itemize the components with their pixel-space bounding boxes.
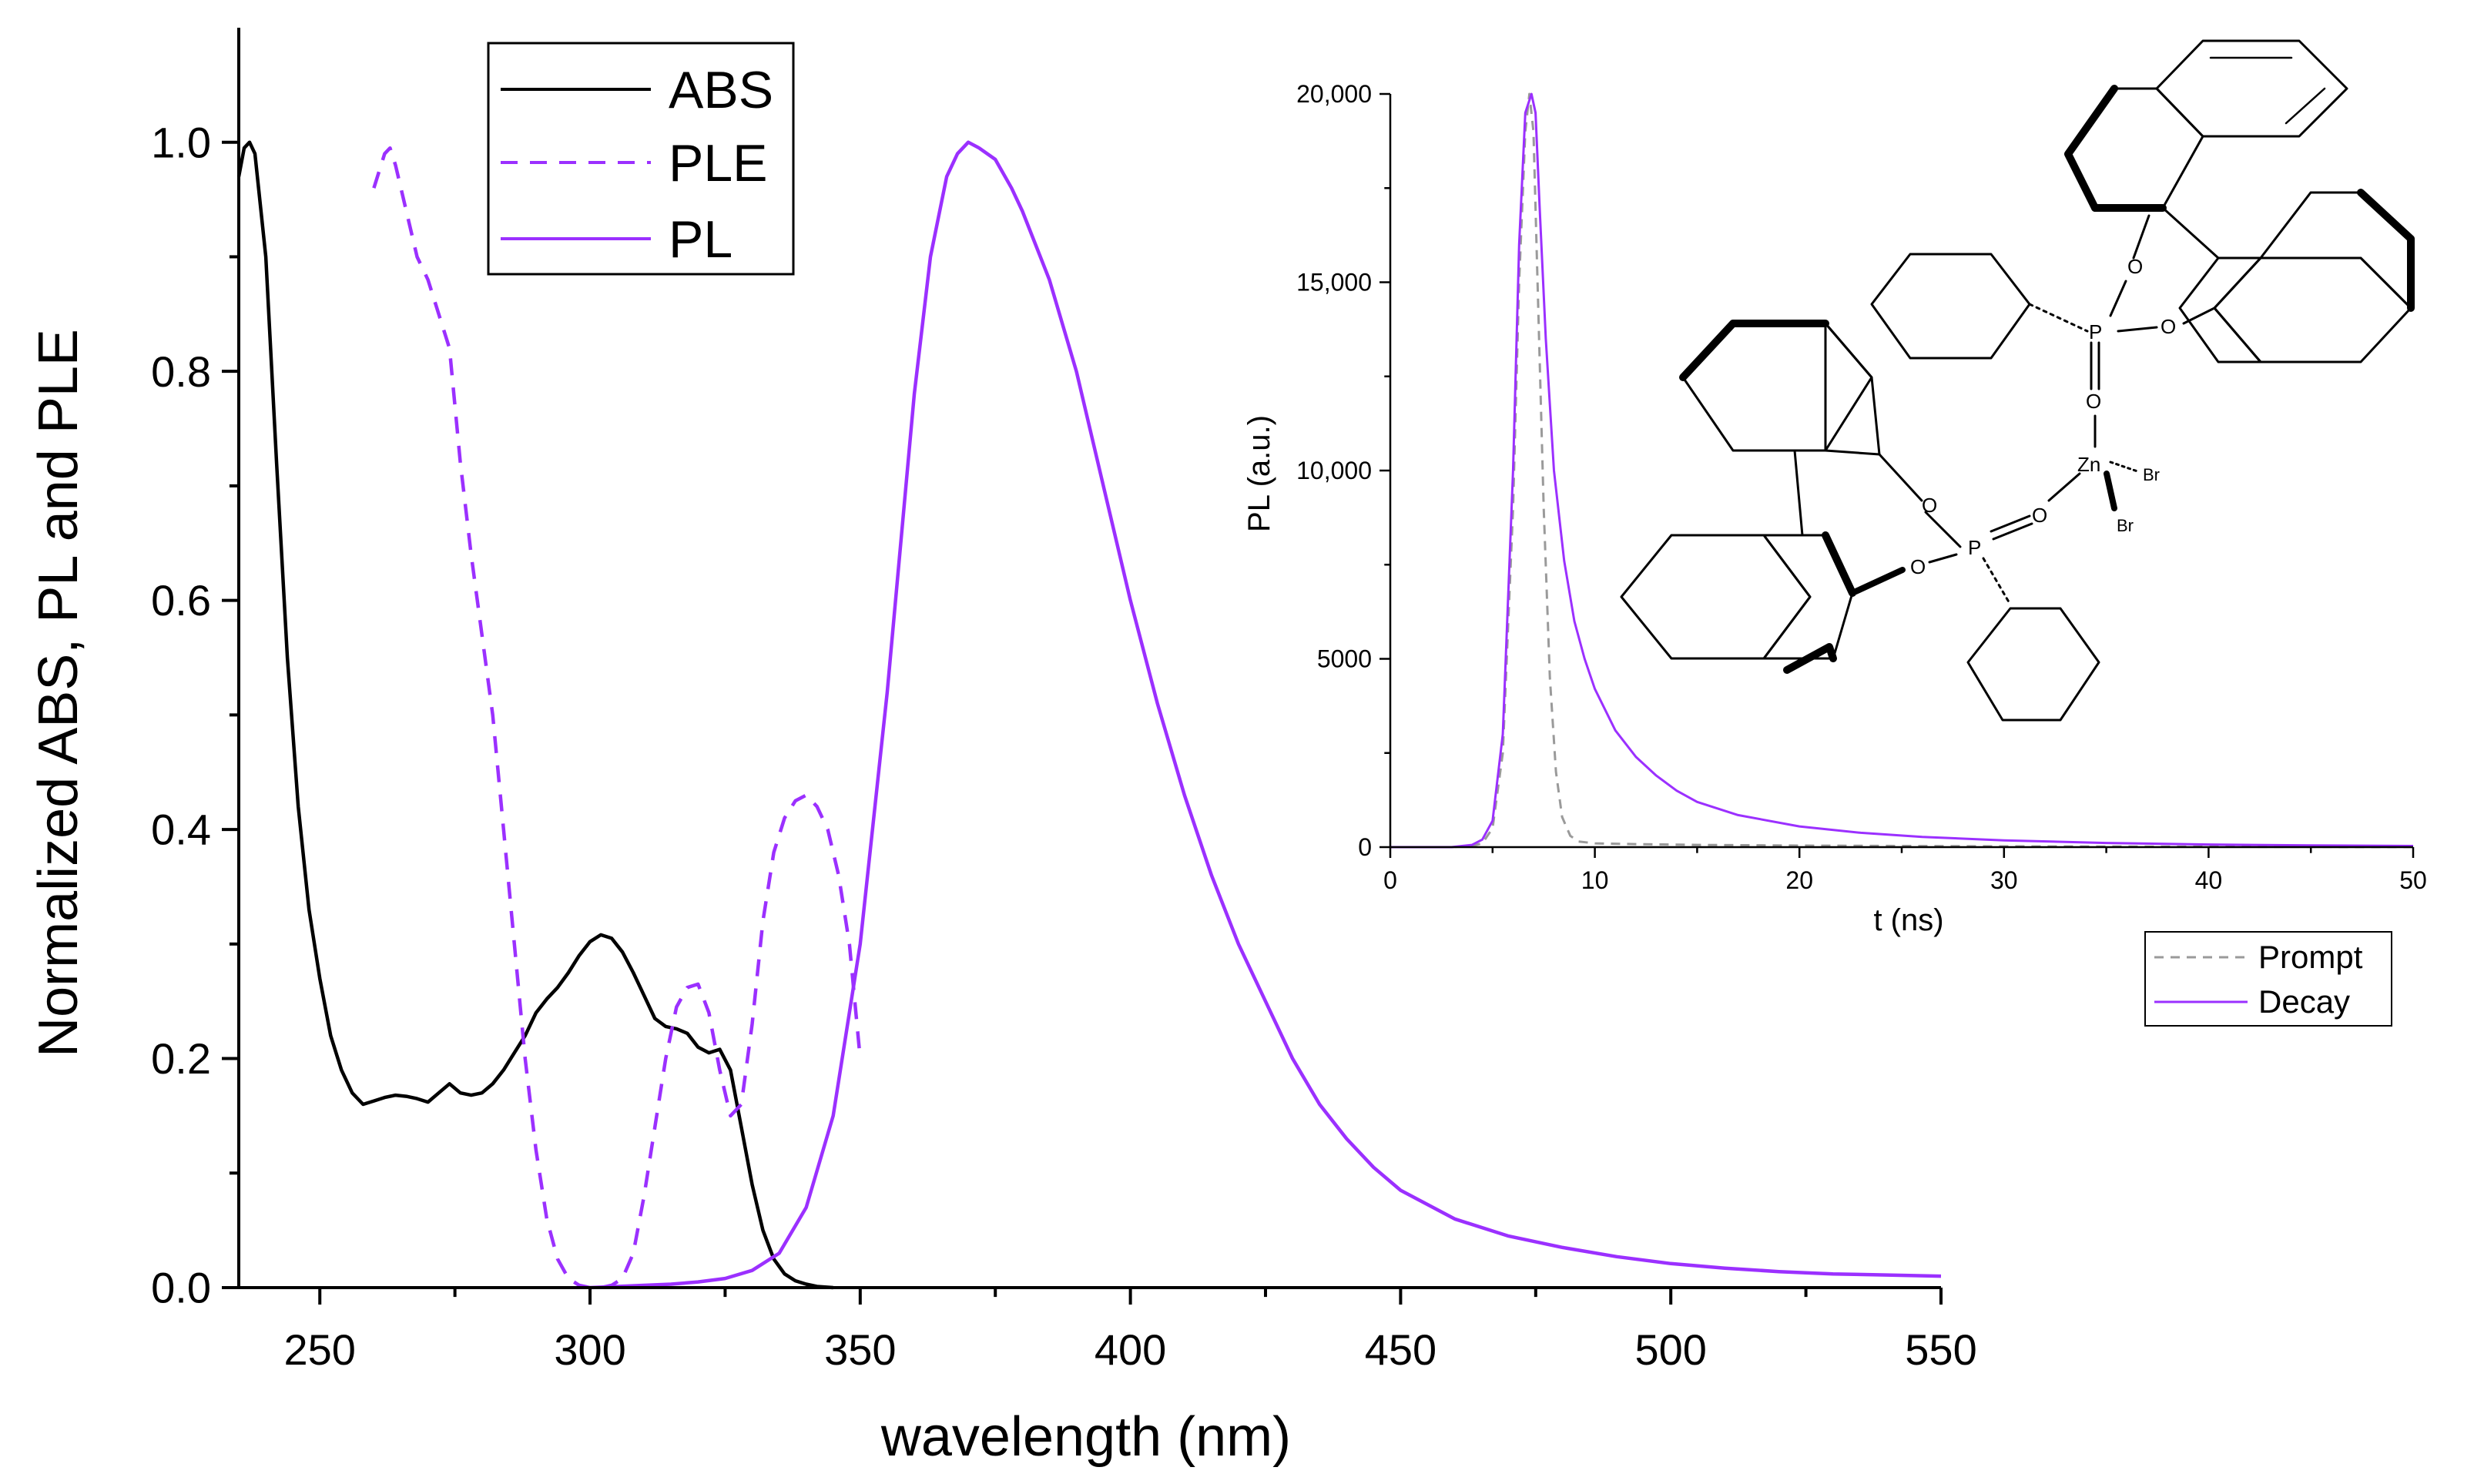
lower-naph-ring-e-bold — [1783, 643, 1837, 674]
lower-p-o-double — [1990, 514, 2031, 533]
main-x-tick-label: 400 — [1095, 1325, 1166, 1374]
inset-series-prompt-line — [1390, 92, 2414, 849]
main-y-tick-label: 0.2 — [151, 1034, 211, 1083]
lower-naph-o-bond — [1878, 453, 1923, 502]
lower-naph-o-bond-2 — [1849, 567, 1906, 596]
lower-p-phenyl-bond — [1982, 557, 2012, 606]
main-series-group — [236, 140, 1942, 1290]
atom-label-br-1: Br — [2143, 465, 2160, 484]
legend-label-ple: PLE — [669, 134, 768, 193]
lower-p-o-double-2 — [1992, 522, 2033, 541]
inset-x-tick-label: 10 — [1581, 866, 1609, 894]
zn-br-bond-2 — [2104, 471, 2117, 511]
main-x-tick-label: 450 — [1365, 1325, 1436, 1374]
atom-label-o-2: O — [2161, 315, 2176, 338]
inset-legend: Prompt Decay — [2144, 931, 2392, 1027]
legend-label-decay: Decay — [2258, 983, 2350, 1020]
legend-item-abs: ABS — [501, 61, 773, 119]
lower-p-o-bond-2 — [1928, 553, 1958, 564]
lower-phosphonate — [1924, 511, 2100, 722]
atom-label-o-3: O — [2086, 390, 2101, 413]
inset-ticks-group: 0 10 20 30 40 50 0 5000 10,000 15,000 20,000 — [1296, 80, 2427, 894]
inset-y-tick-label: 20,000 — [1296, 80, 1372, 108]
zn-br-bond-1 — [2109, 461, 2139, 473]
main-x-axis-label: wavelength (nm) — [880, 1406, 1291, 1468]
main-y-tick-label: 0.8 — [151, 347, 211, 396]
inset-x-tick-label: 40 — [2195, 866, 2223, 894]
atom-labels: O O P O Zn Br Br O P O O — [1910, 255, 2176, 578]
main-x-tick-label: 250 — [284, 1325, 356, 1374]
inset-y-tick-label: 10,000 — [1296, 457, 1372, 484]
inset-chart: 0 10 20 30 40 50 0 5000 10,000 15,000 20,000 t (ns… — [1242, 80, 2427, 1027]
main-y-tick-label: 0.4 — [151, 806, 211, 854]
upper-naph-ring-a-inner-2 — [2285, 87, 2326, 125]
atom-label-o-1: O — [2127, 255, 2143, 278]
lower-phenyl-ring — [1966, 607, 2100, 722]
main-x-tick-label: 550 — [1905, 1325, 1976, 1374]
inset-y-tick-label: 5000 — [1317, 645, 1372, 673]
atom-label-p-upper: P — [2089, 320, 2102, 343]
upper-naph-ring-d — [2259, 191, 2412, 310]
main-series-abs-line — [236, 140, 833, 1290]
main-y-tick-label: 0.6 — [151, 576, 211, 625]
upper-p-phenyl-bond — [2028, 303, 2089, 333]
main-y-tick-label: 1.0 — [151, 118, 211, 166]
lower-binaphthyl — [1620, 320, 1923, 674]
upper-naph-ring-b-bold — [2064, 85, 2118, 212]
main-y-axis-label: Normalized ABS, PL and PLE — [28, 329, 89, 1057]
legend-item-pl: PL — [501, 210, 732, 269]
legend-label-abs: ABS — [669, 61, 773, 119]
upper-phosphonate — [1870, 214, 2216, 448]
lower-naph-ring-d-bold — [1822, 531, 1856, 597]
inset-series-decay-line — [1390, 92, 2414, 849]
main-x-tick-label: 300 — [554, 1325, 625, 1374]
atom-label-p-lower: P — [1968, 536, 1981, 559]
upper-p-o-bond-1 — [2109, 280, 2127, 317]
upper-o-naph-bond-1 — [2132, 214, 2151, 260]
lower-biaryl-bond — [1793, 449, 1804, 537]
atom-label-o-5: O — [1922, 494, 1937, 517]
inset-x-tick-label: 30 — [1990, 866, 2018, 894]
inset-x-tick-label: 0 — [1383, 866, 1397, 894]
upper-phenyl-ring — [1870, 253, 2031, 360]
lower-p-o-bond-1 — [1924, 511, 1962, 548]
inset-legend-box — [2144, 931, 2392, 1027]
main-legend: ABS PLE PL — [487, 42, 795, 276]
legend-item-decay: Decay — [2154, 983, 2350, 1020]
inset-series-group — [1390, 92, 2414, 849]
atom-label-o-6: O — [1910, 555, 1926, 578]
legend-label-prompt: Prompt — [2258, 939, 2363, 975]
zinc-center — [2047, 461, 2139, 511]
main-x-tick-label: 500 — [1634, 1325, 1706, 1374]
inset-background — [1386, 85, 2419, 847]
upper-p-o-bond-2 — [2117, 326, 2158, 333]
legend-label-pl: PL — [669, 210, 732, 269]
upper-biaryl-bond — [2161, 206, 2220, 260]
main-legend-box — [487, 42, 795, 276]
lower-naph-ring-a-bold — [1679, 320, 1829, 381]
inset-x-tick-label: 50 — [2399, 866, 2427, 894]
zn-o-bond-lower — [2047, 472, 2081, 502]
atom-label-zn: Zn — [2077, 453, 2100, 476]
atom-label-o-4: O — [2032, 504, 2047, 527]
inset-x-axis-label: t (ns) — [1873, 903, 1943, 937]
legend-item-prompt: Prompt — [2154, 939, 2363, 975]
atom-label-br-2: Br — [2117, 516, 2134, 535]
inset-x-tick-label: 20 — [1785, 866, 1813, 894]
inset-y-tick-label: 0 — [1358, 833, 1372, 861]
upper-binaphthyl — [2064, 39, 2415, 363]
main-y-tick-label: 0.0 — [151, 1264, 211, 1312]
inset-y-axis-label: PL (a.u.) — [1242, 415, 1276, 532]
main-series-pl-line — [589, 140, 1942, 1290]
main-chart: 250 300 350 400 450 500 5500.00.20.40.60.81.0 … — [28, 28, 1977, 1468]
inset-y-tick-label: 15,000 — [1296, 269, 1372, 296]
main-x-tick-label: 350 — [824, 1325, 896, 1374]
upper-o-naph-bond-2 — [2182, 307, 2216, 325]
main-ticks-group: 250 300 350 400 450 500 550 0.0 0.2 0.4 0.6 0.8 1.0 — [151, 118, 1977, 1374]
molecular-structure-diagram: O O P O Zn Br Br O P O O — [1620, 39, 2415, 722]
legend-item-ple: PLE — [501, 134, 768, 193]
